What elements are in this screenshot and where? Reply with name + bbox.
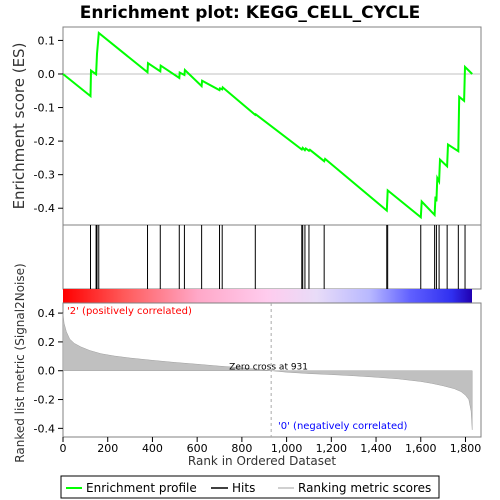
rank-y-tick-label: 0.4 bbox=[38, 307, 56, 320]
enrichment-profile-line bbox=[62, 31, 473, 220]
rank-x-tick-label: 0 bbox=[60, 442, 67, 455]
rank-x-tick-label: 1,000 bbox=[271, 442, 303, 455]
es-y-tick-label: -0.1 bbox=[34, 102, 55, 115]
legend-enrichment-profile: Enrichment profile bbox=[86, 481, 197, 495]
zero-cross-label: Zero cross at 931 bbox=[229, 363, 308, 373]
rank-y-tick-label: -0.4 bbox=[34, 422, 55, 435]
rank-x-tick-label: 200 bbox=[97, 442, 118, 455]
chart-title: Enrichment plot: KEGG_CELL_CYCLE bbox=[80, 3, 421, 23]
rank-x-tick-label: 1,200 bbox=[316, 442, 348, 455]
rank-y-axis-label: Ranked list metric (Signal2Noise) bbox=[13, 263, 27, 462]
es-y-axis-label: Enrichment score (ES) bbox=[10, 43, 28, 210]
rank-y-axis: 0.4 0.2 0.0 -0.2 -0.4 bbox=[34, 307, 63, 435]
rank-x-axis-label: Rank in Ordered Dataset bbox=[188, 454, 336, 468]
hit-markers bbox=[90, 225, 466, 289]
rank-x-tick-label: 1,400 bbox=[360, 442, 392, 455]
legend-ranking-metric: Ranking metric scores bbox=[298, 481, 431, 495]
es-y-tick-label: 0.0 bbox=[38, 68, 56, 81]
rank-y-tick-label: -0.2 bbox=[34, 394, 55, 407]
hits-panel-frame bbox=[62, 224, 482, 290]
legend-hits: Hits bbox=[232, 481, 255, 495]
negative-correlation-label: '0' (negatively correlated) bbox=[278, 421, 407, 432]
rank-x-tick-label: 1,600 bbox=[405, 442, 437, 455]
rank-x-tick-label: 600 bbox=[187, 442, 208, 455]
es-y-tick-label: -0.4 bbox=[34, 202, 55, 215]
es-y-tick-label: -0.3 bbox=[34, 169, 55, 182]
positive-correlation-label: '2' (positively correlated) bbox=[67, 306, 192, 317]
rank-x-tick-label: 1,800 bbox=[450, 442, 482, 455]
es-y-tick-label: 0.1 bbox=[38, 34, 56, 47]
rank-y-tick-label: 0.2 bbox=[38, 336, 56, 349]
legend-box bbox=[60, 475, 440, 499]
es-y-tick-label: -0.2 bbox=[34, 135, 55, 148]
rank-x-tick-label: 800 bbox=[231, 442, 252, 455]
ranking-metric-area bbox=[62, 313, 473, 430]
es-y-axis: 0.1 0.0 -0.1 -0.2 -0.3 -0.4 bbox=[34, 34, 63, 215]
ranked-list-color-bar bbox=[63, 289, 472, 303]
rank-y-tick-label: 0.0 bbox=[38, 365, 56, 378]
rank-x-tick-label: 400 bbox=[142, 442, 163, 455]
rank-x-axis: 0 200 400 600 800 1,000 1,200 1,400 1,600 1,800 bbox=[60, 437, 482, 455]
